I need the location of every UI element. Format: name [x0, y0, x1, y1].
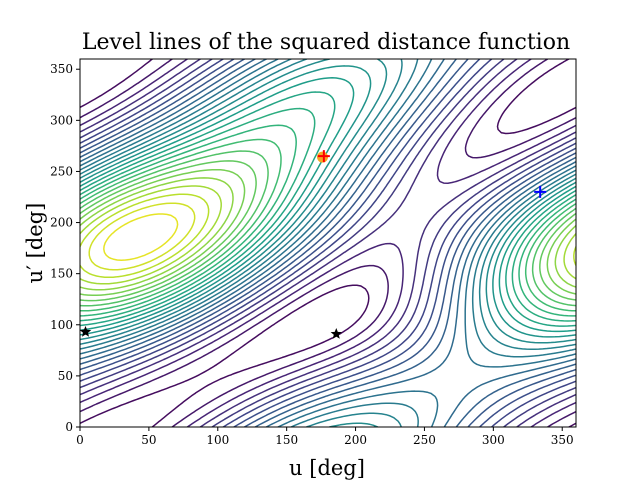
x-tick-label: 0 [76, 433, 84, 447]
y-tick-label: 50 [58, 369, 73, 383]
blue-plus-marker [534, 185, 547, 198]
contour-level [80, 59, 576, 427]
red-plus-marker [317, 150, 330, 163]
contour-level [80, 107, 576, 322]
contour-level [80, 59, 576, 427]
star-left-marker [79, 325, 92, 337]
contour-level [103, 213, 179, 261]
contour-level [80, 177, 576, 291]
contour-level [80, 59, 576, 427]
y-axis: 0 50 100 150 200 250 300 350 [50, 62, 80, 434]
contour-level [80, 59, 576, 427]
x-tick-label: 350 [551, 433, 574, 447]
contour-level [80, 185, 576, 285]
y-tick-label: 350 [50, 62, 73, 76]
contour-level [80, 160, 576, 302]
contour-level [80, 150, 576, 307]
x-tick-label: 150 [275, 433, 298, 447]
contour-level [80, 124, 576, 317]
circle-marker [316, 151, 328, 163]
x-tick-label: 200 [344, 433, 367, 447]
y-axis-label: u′ [deg] [23, 203, 47, 284]
markers [79, 150, 547, 339]
y-tick-label: 200 [50, 216, 73, 230]
x-axis: 0 50 100 150 200 250 300 350 [76, 427, 574, 447]
x-tick-label: 100 [206, 433, 229, 447]
plot-frame [79, 58, 577, 428]
contour-level [80, 91, 576, 327]
contour-level [80, 59, 576, 427]
y-tick-label: 150 [50, 267, 73, 281]
star-mid-marker [330, 328, 342, 339]
chart-title: Level lines of the squared distance func… [82, 30, 570, 55]
contour-level [80, 59, 576, 427]
contour-lines [80, 59, 576, 427]
y-tick-label: 100 [50, 318, 73, 332]
contour-level [80, 168, 576, 297]
contour-level [80, 193, 576, 279]
y-tick-label: 0 [65, 420, 73, 434]
x-axis-label: u [deg] [289, 456, 365, 480]
x-tick-label: 50 [141, 433, 156, 447]
x-tick-label: 250 [413, 433, 436, 447]
y-tick-label: 300 [50, 113, 73, 127]
contour-level [80, 59, 576, 427]
y-tick-label: 250 [50, 164, 73, 178]
contour-level [80, 65, 576, 338]
contour-level [80, 138, 576, 312]
x-tick-label: 300 [482, 433, 505, 447]
contour-level [88, 202, 196, 271]
